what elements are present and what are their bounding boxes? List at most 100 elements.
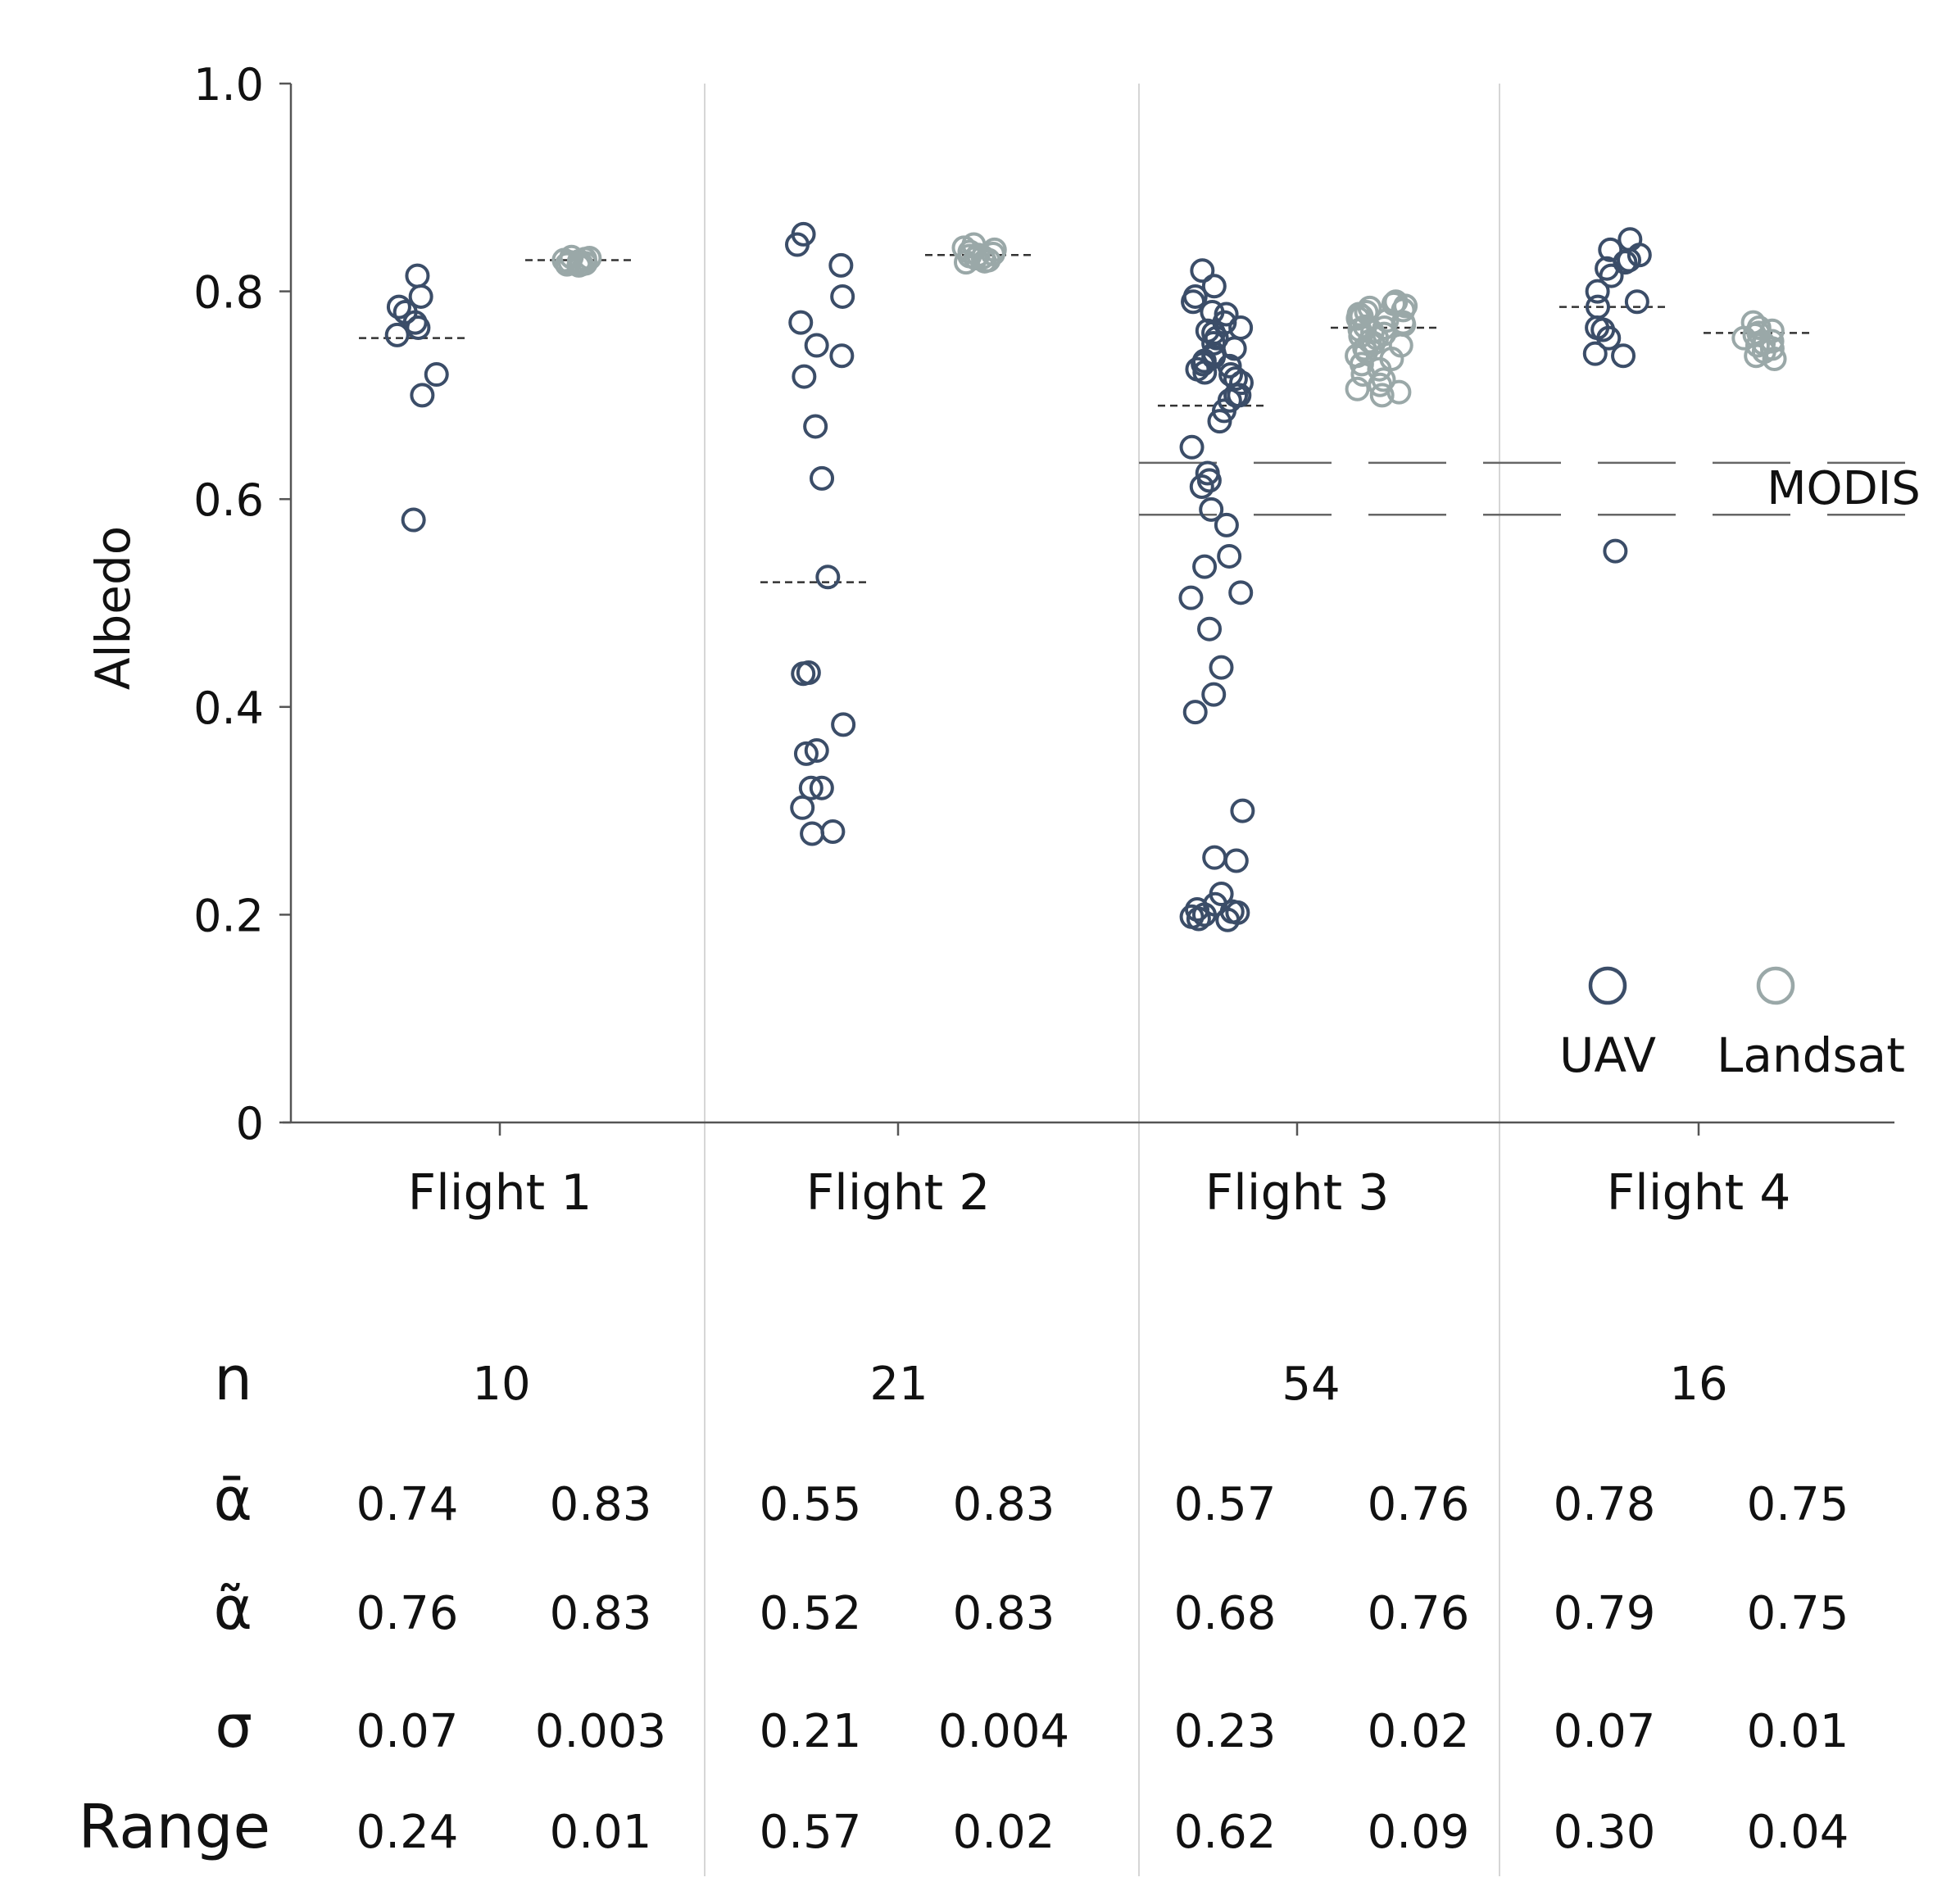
uav-point: [804, 333, 829, 358]
uav-point: [405, 263, 430, 288]
range-value: 0.09: [1368, 1806, 1470, 1859]
legend-landsat-marker: [1756, 966, 1795, 1005]
uav-point: [1197, 616, 1223, 642]
median-lines: [359, 253, 1812, 583]
median-value: 0.83: [550, 1587, 652, 1640]
uav-point: [803, 414, 828, 439]
uav-point: [1223, 383, 1249, 408]
mean-value: 0.76: [1368, 1478, 1470, 1531]
modis-label: MODIS: [1767, 462, 1921, 515]
data-points: [384, 221, 1787, 932]
uav-point: [831, 712, 856, 737]
uav-point: [1202, 845, 1227, 870]
x-axis: Flight 1 Flight 2 Flight 3 Flight 4: [283, 1121, 1894, 1222]
mean-value: 0.57: [1174, 1478, 1277, 1531]
uav-point: [788, 310, 814, 335]
range-value: 0.57: [760, 1806, 862, 1859]
mean-value: 0.75: [1747, 1478, 1849, 1531]
landsat-point: [1371, 367, 1396, 392]
range-value: 0.04: [1747, 1806, 1849, 1859]
landsat-point: [953, 250, 978, 275]
row-label-n: n: [214, 1344, 252, 1414]
uav-point: [424, 362, 449, 388]
uav-point: [406, 315, 431, 340]
uav-point: [1214, 512, 1239, 537]
uav-point: [790, 795, 815, 820]
y-tick-label: 0.2: [193, 890, 264, 941]
landsat-point: [1744, 333, 1770, 358]
median-value: 0.75: [1747, 1587, 1849, 1640]
uav-point: [1230, 798, 1255, 823]
uav-point: [798, 775, 823, 800]
uav-point: [1585, 279, 1610, 304]
uav-point: [1207, 409, 1232, 434]
n-value: 21: [869, 1358, 928, 1411]
uav-point: [1611, 343, 1636, 369]
row-label-range: Range: [78, 1792, 270, 1862]
y-tick-label: 0.8: [193, 267, 264, 319]
mean-value: 0.74: [356, 1478, 459, 1531]
median-value: 0.76: [1368, 1587, 1470, 1640]
row-label-median: α̃: [214, 1574, 252, 1643]
sd-value: 0.02: [1368, 1705, 1470, 1758]
y-axis: 0 0.2 0.4 0.6 0.8 1.0 Albedo: [85, 59, 293, 1150]
median-value: 0.79: [1554, 1587, 1656, 1640]
range-value: 0.30: [1554, 1806, 1656, 1859]
y-tick-label: 0.6: [193, 474, 264, 526]
uav-point: [1201, 682, 1227, 707]
uav-point: [1178, 585, 1204, 610]
uav-point: [1598, 237, 1623, 262]
median-value: 0.68: [1174, 1587, 1277, 1640]
uav-point: [1582, 341, 1608, 366]
uav-point: [1190, 258, 1215, 283]
range-value: 0.24: [356, 1806, 459, 1859]
mean-value: 0.78: [1554, 1478, 1656, 1531]
n-value: 10: [472, 1358, 530, 1411]
uav-point: [1617, 227, 1643, 252]
sd-value: 0.004: [938, 1705, 1069, 1758]
sd-value: 0.07: [356, 1705, 459, 1758]
uav-point: [1215, 907, 1241, 932]
uav-point: [1182, 700, 1208, 725]
range-value: 0.02: [953, 1806, 1055, 1859]
landsat-point: [1386, 379, 1412, 405]
median-value: 0.52: [760, 1587, 862, 1640]
uav-point: [1603, 538, 1628, 564]
stats-table: nᾱ α̃ σ Range 10 21 54 16 0.74 0.83 0.55 0.83 0.57 0.…: [78, 1344, 1849, 1862]
y-axis-title: Albedo: [85, 526, 141, 691]
x-tick-label: Flight 3: [1205, 1164, 1390, 1222]
mean-value: 0.83: [953, 1478, 1055, 1531]
row-label-sd: σ: [215, 1692, 252, 1761]
uav-point: [1217, 353, 1242, 379]
y-tick-label: 0.4: [193, 682, 264, 734]
uav-point: [830, 283, 855, 309]
legend-uav-label: UAV: [1559, 1027, 1656, 1083]
uav-point: [791, 661, 816, 687]
x-tick-label: Flight 4: [1607, 1164, 1791, 1222]
landsat-point: [972, 248, 997, 274]
x-tick-label: Flight 1: [408, 1164, 592, 1222]
uav-point: [1186, 906, 1211, 932]
landsat-point: [1369, 383, 1395, 408]
y-tick-label: 0: [236, 1098, 264, 1150]
uav-point: [1228, 370, 1254, 396]
n-value: 16: [1669, 1358, 1727, 1411]
mean-value: 0.83: [550, 1478, 652, 1531]
uav-point: [815, 565, 841, 590]
y-tick-label: 1.0: [193, 59, 264, 111]
uav-point: [1192, 554, 1218, 579]
uav-point: [1596, 325, 1622, 351]
n-value: 54: [1282, 1358, 1340, 1411]
uav-point: [1192, 360, 1218, 385]
landsat-point: [566, 252, 592, 278]
landsat-point: [1759, 318, 1785, 343]
uav-point: [1196, 468, 1222, 493]
uav-point: [1179, 434, 1205, 460]
uav-point: [408, 283, 433, 309]
uav-point: [785, 232, 810, 257]
uav-point: [410, 383, 435, 408]
landsat-point: [1349, 351, 1374, 377]
uav-point: [792, 364, 817, 389]
uav-point: [401, 507, 426, 533]
